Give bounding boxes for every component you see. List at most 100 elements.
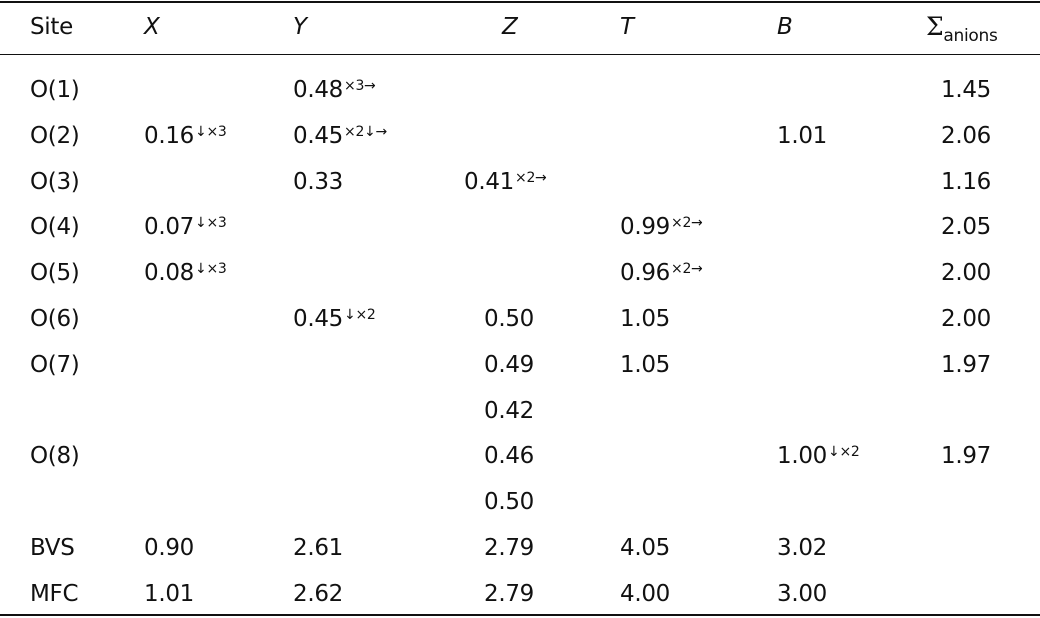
- cell-value: 0.99: [620, 214, 671, 241]
- cell-site: O(4): [30, 212, 80, 242]
- cell-x: 0.90: [144, 533, 195, 563]
- cell-y: [293, 487, 294, 517]
- cell-value: O(5): [30, 260, 80, 287]
- cell-value: 2.00: [941, 306, 992, 332]
- cell-multiplicity: ×2→: [515, 169, 547, 186]
- cell-y: 2.61: [293, 533, 344, 563]
- cell-x: [144, 487, 145, 517]
- cell-y: [293, 350, 294, 380]
- cell-site: BVS: [30, 533, 75, 563]
- cell-y: [293, 212, 294, 242]
- top-rule: [0, 1, 1040, 3]
- cell-x: [144, 441, 145, 471]
- cell-value: 2.61: [293, 535, 344, 561]
- cell-multiplicity: ↓×2: [828, 444, 860, 461]
- cell-t: 4.00: [620, 579, 671, 609]
- cell-b: 1.00↓×2: [777, 441, 860, 471]
- cell-z: 0.49: [484, 350, 535, 380]
- cell-x: 0.07↓×3: [144, 212, 227, 242]
- cell-t: [620, 75, 621, 105]
- cell-z: 0.46: [484, 441, 535, 471]
- cell-y: [293, 441, 294, 471]
- header-x: X: [144, 14, 160, 40]
- cell-value: O(1): [30, 77, 80, 103]
- cell-value: 1.01: [144, 580, 195, 607]
- cell-sum: 2.06: [941, 121, 991, 151]
- cell-value: 1.97: [941, 351, 992, 378]
- cell-x: 1.01: [144, 579, 195, 609]
- cell-z: [484, 121, 485, 151]
- cell-value: 1.45: [941, 77, 992, 103]
- cell-b: [777, 167, 778, 197]
- cell-value: O(2): [30, 122, 80, 149]
- cell-sum: 1.97: [941, 441, 991, 471]
- cell-value: 2.79: [484, 535, 535, 561]
- cell-value: 3.02: [777, 535, 828, 561]
- cell-site: O(2): [30, 121, 80, 151]
- cell-value: 0.48: [293, 77, 344, 103]
- cell-value: 0.45: [293, 306, 344, 332]
- cell-sum: 2.00: [941, 258, 991, 288]
- cell-value: 4.00: [620, 580, 671, 607]
- cell-t: [620, 487, 621, 517]
- cell-site: O(7): [30, 350, 80, 380]
- header-t: T: [620, 14, 634, 40]
- cell-x: [144, 396, 145, 426]
- cell-value: O(4): [30, 214, 80, 241]
- cell-multiplicity: ↓×3: [195, 261, 227, 278]
- cell-x: [144, 350, 145, 380]
- cell-multiplicity: ×2→: [671, 215, 703, 232]
- cell-site: O(6): [30, 304, 80, 334]
- cell-value: O(3): [30, 168, 80, 195]
- cell-t: 0.99×2→: [620, 212, 703, 242]
- cell-z: [484, 258, 485, 288]
- cell-value: 0.90: [144, 535, 195, 561]
- cell-b: [777, 396, 778, 426]
- cell-sum: 1.45: [941, 75, 991, 105]
- header-b: B: [777, 14, 793, 40]
- cell-b: [777, 258, 778, 288]
- cell-b: [777, 487, 778, 517]
- cell-z: 0.50: [484, 487, 535, 517]
- cell-value: 0.50: [484, 489, 535, 516]
- cell-value: 0.50: [484, 306, 535, 332]
- cell-y: 0.45↓×2: [293, 304, 376, 334]
- cell-multiplicity: ×2↓→: [344, 123, 387, 140]
- cell-value: 1.00: [777, 443, 828, 470]
- cell-value: 2.00: [941, 260, 992, 287]
- cell-value: O(8): [30, 443, 80, 470]
- cell-site: MFC: [30, 579, 79, 609]
- cell-value: 0.46: [484, 443, 535, 470]
- cell-value: BVS: [30, 535, 75, 561]
- cell-value: 1.05: [620, 351, 671, 378]
- cell-t: [620, 441, 621, 471]
- cell-y: 2.62: [293, 579, 344, 609]
- cell-z: 0.50: [484, 304, 535, 334]
- cell-value: 0.08: [144, 260, 195, 287]
- cell-b: [777, 75, 778, 105]
- header-rule: [0, 54, 1040, 55]
- header-sum-anions: Σanions: [926, 12, 998, 51]
- cell-y: 0.33: [293, 167, 344, 197]
- cell-value: 0.07: [144, 214, 195, 241]
- cell-value: 3.00: [777, 580, 828, 607]
- bottom-rule: [0, 614, 1040, 616]
- cell-multiplicity: ×2→: [671, 261, 703, 278]
- cell-x: 0.08↓×3: [144, 258, 227, 288]
- cell-b: [777, 304, 778, 334]
- cell-y: 0.48×3→: [293, 75, 376, 105]
- cell-value: 0.33: [293, 168, 344, 195]
- cell-value: 2.79: [484, 580, 535, 607]
- cell-b: 1.01: [777, 121, 828, 151]
- cell-b: 3.02: [777, 533, 828, 563]
- cell-value: O(6): [30, 306, 80, 332]
- cell-b: [777, 350, 778, 380]
- cell-multiplicity: ↓×2: [344, 307, 376, 323]
- cell-site: O(8): [30, 441, 80, 471]
- cell-sum: 2.05: [941, 212, 991, 242]
- cell-value: 0.96: [620, 260, 671, 287]
- cell-value: 1.01: [777, 122, 828, 149]
- cell-t: 1.05: [620, 304, 671, 334]
- cell-y: 0.45×2↓→: [293, 121, 387, 151]
- sum-subscript: anions: [943, 26, 998, 46]
